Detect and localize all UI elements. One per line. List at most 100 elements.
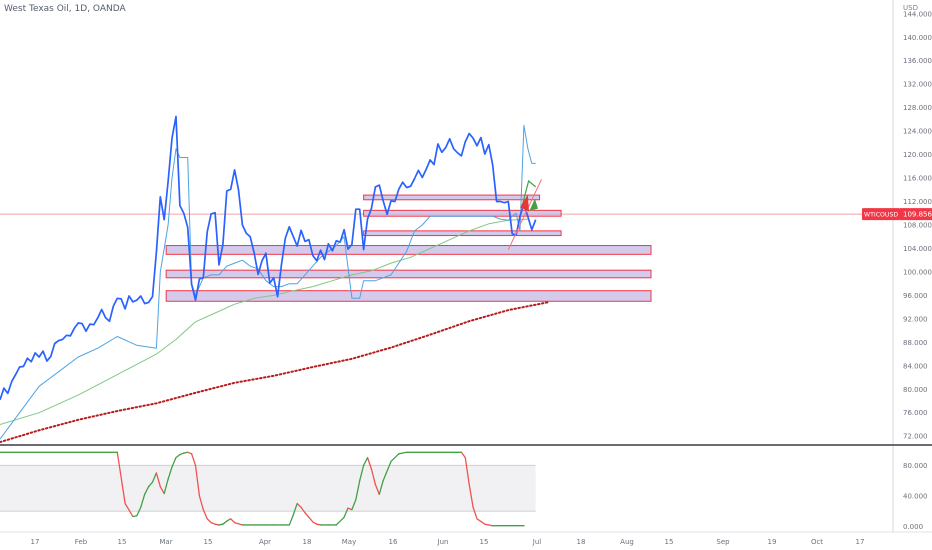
- ticker-tag-label: WTICOUSD: [864, 212, 898, 219]
- oscillator-segment: [210, 521, 216, 525]
- oscillator-segment: [175, 453, 181, 459]
- oscillator-segment: [300, 506, 306, 514]
- oscillator-segment: [171, 456, 177, 468]
- y-tick-label: 92.000: [903, 315, 928, 323]
- y-tick-label: 132.000: [903, 81, 932, 89]
- oscillator-segment: [464, 456, 470, 486]
- oscillator-segment: [351, 499, 357, 511]
- y-tick-label: 112.000: [903, 198, 932, 206]
- trend-line: [507, 179, 542, 250]
- x-tick-label: Jun: [437, 538, 449, 546]
- oscillator-segment: [202, 508, 208, 520]
- dotted-ma-line: [0, 301, 549, 444]
- x-tick-label: Mar: [159, 538, 172, 546]
- oscillator-segment: [163, 478, 169, 495]
- oscillator-segment: [355, 479, 361, 501]
- red-marker: [520, 194, 530, 212]
- price-tag-value: 109.856: [903, 211, 932, 219]
- oscillator-segment: [390, 453, 400, 463]
- x-tick-label: 18: [577, 538, 586, 546]
- x-tick-label: 15: [204, 538, 213, 546]
- oscillator-segment: [468, 483, 474, 509]
- oscillator-segment: [183, 451, 189, 454]
- ticker-tag-bg: [862, 208, 900, 221]
- x-tick-label: Apr: [259, 538, 271, 546]
- price-tag: WTICOUSD 109.856: [862, 208, 932, 221]
- oscillator-segment: [144, 486, 150, 496]
- y-tick-label: 104.000: [903, 245, 932, 253]
- oscillator-segment: [132, 515, 138, 518]
- oscillator-segment: [398, 451, 408, 455]
- oscillator-segment: [151, 472, 158, 483]
- y-tick-label: 140.000: [903, 34, 932, 42]
- x-tick-label: 18: [303, 538, 312, 546]
- upper-band-line: [0, 124, 536, 440]
- osc-band: [0, 465, 536, 512]
- oscillator-segment: [190, 453, 197, 466]
- oscillator-segment: [366, 456, 373, 470]
- oscillator-segment: [187, 451, 193, 455]
- x-tick-label: 17: [856, 538, 865, 546]
- oscillator-segment: [382, 460, 392, 482]
- price-line: [0, 115, 459, 401]
- y-tick-label: 116.000: [903, 175, 932, 183]
- oscillator-segment: [179, 452, 185, 456]
- y-tick-label: 100.000: [903, 268, 932, 276]
- zone-box-2: [363, 209, 562, 217]
- oscillator-segment: [288, 514, 294, 526]
- oscillator-segment: [472, 506, 478, 520]
- y-tick-label: 128.000: [903, 104, 932, 112]
- x-tick-label: Jul: [532, 538, 542, 546]
- x-tick-label: 15: [480, 538, 489, 546]
- oscillator-segment: [304, 512, 310, 518]
- x-tick-label: 16: [389, 538, 398, 546]
- oscillator-segment: [359, 464, 365, 482]
- y-tick-label: 84.000: [903, 362, 928, 370]
- oscillator-segment: [136, 506, 142, 517]
- oscillator-segment: [116, 451, 126, 505]
- zone-box-6: [165, 290, 652, 302]
- x-tick-label: Sep: [716, 538, 730, 546]
- osc-tick-label: 80.000: [903, 462, 928, 470]
- x-tick-label: 19: [768, 538, 777, 546]
- oscillator-segment: [335, 516, 345, 526]
- y-tick-label: 124.000: [903, 128, 932, 136]
- y-tick-label: 72.000: [903, 433, 928, 441]
- oscillator-segment: [308, 516, 314, 523]
- oscillator-segment: [147, 481, 154, 488]
- zone-box-3: [363, 230, 562, 237]
- oscillator-segment: [316, 523, 322, 526]
- oscillator-segment: [198, 495, 204, 511]
- y-tick-label: 88.000: [903, 339, 928, 347]
- y-tick-label: 76.000: [903, 409, 928, 417]
- oscillator-segment: [374, 483, 380, 496]
- oscillator-segment: [218, 523, 224, 526]
- green-marker: [529, 198, 539, 211]
- currency-label: USD: [903, 4, 918, 12]
- oscillator-segment: [484, 523, 494, 527]
- oscillator-segment: [343, 507, 349, 518]
- oscillator-segment: [370, 468, 377, 486]
- oscillator-segment: [362, 456, 369, 466]
- price-tag-bg: [900, 208, 932, 221]
- oscillator-segment: [347, 507, 353, 511]
- x-tick-label: 17: [31, 538, 40, 546]
- oscillator-segment: [233, 521, 244, 526]
- osc-tick-label: 0.000: [903, 523, 923, 531]
- y-tick-label: 80.000: [903, 386, 928, 394]
- y-tick-label: 136.000: [903, 57, 932, 65]
- up-arrow: [521, 179, 537, 207]
- oscillator-segment: [476, 518, 486, 525]
- zone-box-5: [165, 269, 652, 279]
- oscillator-segment: [226, 518, 232, 522]
- y-tick-label: 96.000: [903, 292, 928, 300]
- oscillator-segment: [124, 502, 134, 518]
- oscillator-segment: [140, 493, 146, 509]
- x-tick-label: 15: [665, 538, 674, 546]
- y-tick-label: 120.000: [903, 151, 932, 159]
- oscillator-segment: [378, 479, 384, 496]
- oscillator-segment: [155, 472, 161, 488]
- x-tick-label: May: [342, 538, 356, 546]
- slow-ma-line: [0, 218, 528, 425]
